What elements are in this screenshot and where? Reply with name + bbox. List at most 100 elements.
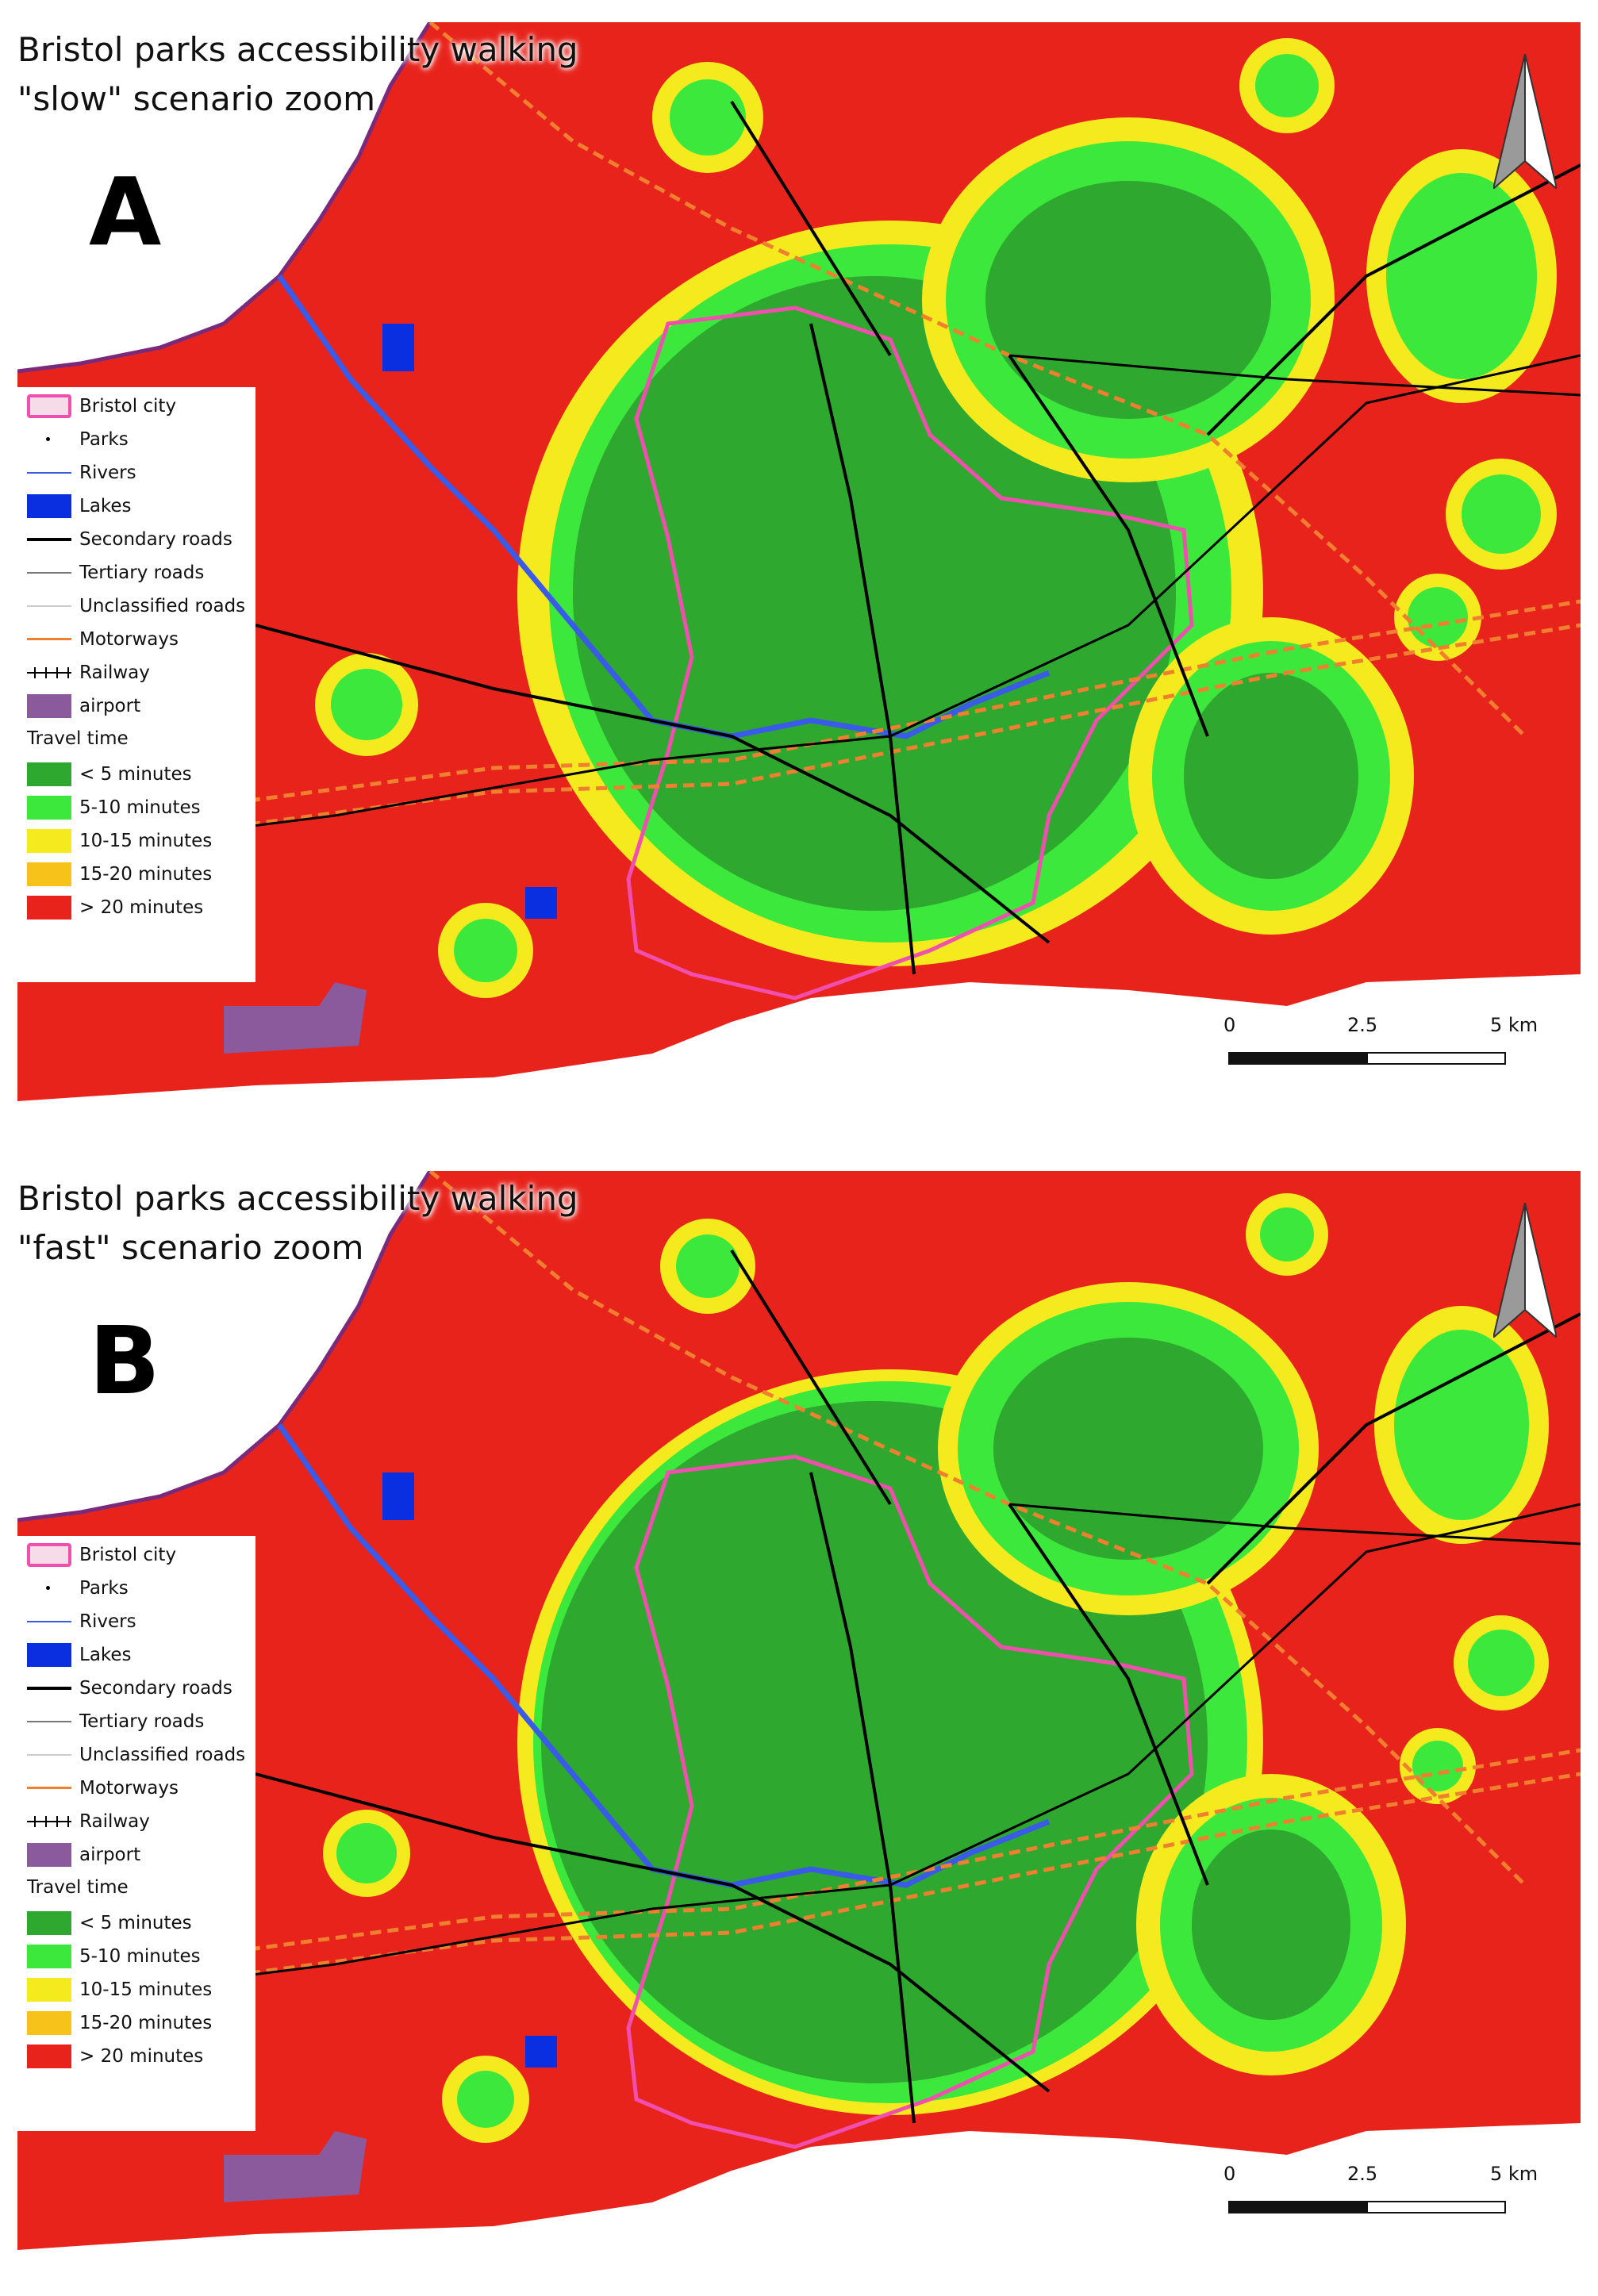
- title-line-2: "fast" scenario zoom: [17, 1228, 364, 1267]
- scale-segment-white: [1366, 1052, 1506, 1065]
- railway-icon: [27, 661, 71, 685]
- tertiary-road-icon: [27, 561, 71, 585]
- lake: [525, 2036, 557, 2068]
- scale-label-end: 5 km: [1490, 1014, 1538, 1036]
- travel-time-heading: Travel time: [27, 728, 129, 749]
- river-line-icon: [27, 461, 71, 485]
- secondary-road-icon: [27, 528, 71, 551]
- legend-label: > 20 minutes: [79, 2046, 204, 2067]
- park-dot-icon: [27, 428, 71, 451]
- legend-item-unclassified-roads: Unclassified roads: [27, 1741, 245, 1769]
- legend-item-lakes: Lakes: [27, 492, 132, 520]
- map-canvas: [17, 22, 1581, 1133]
- airport-fill-icon: [27, 694, 71, 718]
- north-arrow-icon: [1493, 1203, 1557, 1338]
- legend-item-tertiary-roads: Tertiary roads: [27, 559, 204, 587]
- legend-item-secondary-roads: Secondary roads: [27, 525, 232, 554]
- legend-label: Bristol city: [79, 396, 177, 417]
- scale-label-0: 0: [1223, 2163, 1236, 2185]
- north-arrow-icon: [1493, 54, 1557, 189]
- legend-class-10-15: 10-15 minutes: [27, 827, 212, 855]
- map-panel-a: Bristol parks accessibility walking "slo…: [17, 22, 1581, 1133]
- legend-item-parks: Parks: [27, 1574, 129, 1603]
- lake: [382, 324, 414, 371]
- legend-item-airport: airport: [27, 692, 140, 720]
- unclassified-road-icon: [27, 1743, 71, 1767]
- legend-item-lakes: Lakes: [27, 1641, 132, 1669]
- legend-item-airport: airport: [27, 1841, 140, 1869]
- legend-label: airport: [79, 696, 141, 716]
- legend-item-bristol-city: Bristol city: [27, 392, 176, 420]
- legend-label: Rivers: [79, 1611, 136, 1632]
- panel-letter: B: [89, 1306, 160, 1415]
- legend-label: 15-20 minutes: [79, 864, 213, 885]
- railways: [17, 354, 1581, 857]
- south-edge: [17, 2123, 1581, 2282]
- legend-label: Unclassified roads: [79, 596, 246, 616]
- swatch: [27, 2045, 71, 2068]
- swatch: [27, 862, 71, 886]
- legend-label: airport: [79, 1845, 141, 1865]
- scale-bar: 0 2.5 5 km: [1220, 2163, 1554, 2234]
- legend-class-lt5: < 5 minutes: [27, 1909, 192, 1937]
- legend-label: Motorways: [79, 1778, 179, 1799]
- travel-time-heading: Travel time: [27, 1877, 129, 1898]
- bristol-city-symbol: [27, 394, 71, 418]
- airport-area: [224, 982, 367, 1054]
- legend-label: Lakes: [79, 496, 132, 516]
- railway-symbol: [27, 1816, 71, 1827]
- legend-label: Railway: [79, 1811, 150, 1832]
- legend-label: 5-10 minutes: [79, 1946, 201, 1967]
- legend-item-unclassified-roads: Unclassified roads: [27, 592, 245, 620]
- map-canvas: [17, 1171, 1581, 2282]
- panel-letter: A: [89, 157, 162, 267]
- scale-segment-black: [1228, 2201, 1368, 2213]
- scale-bar: 0 2.5 5 km: [1220, 1014, 1554, 1085]
- map-title: Bristol parks accessibility walking "slo…: [17, 25, 578, 124]
- scale-label-0: 0: [1223, 1014, 1236, 1036]
- legend-label: 15-20 minutes: [79, 2013, 213, 2033]
- legend-label: Rivers: [79, 463, 136, 483]
- swatch: [27, 762, 71, 786]
- legend-item-motorways: Motorways: [27, 625, 179, 654]
- legend-item-parks: Parks: [27, 425, 129, 454]
- swatch: [27, 829, 71, 853]
- motorway-icon: [27, 1776, 71, 1800]
- legend-class-5-10: 5-10 minutes: [27, 793, 201, 822]
- legend-label: Railway: [79, 662, 150, 683]
- map-legend: Bristol city Parks Rivers Lakes Secondar…: [17, 387, 255, 982]
- bristol-city-boundary: [626, 1454, 1194, 2149]
- tertiary-road-icon: [27, 1710, 71, 1734]
- legend-class-gt20: > 20 minutes: [27, 2042, 203, 2071]
- legend-class-10-15: 10-15 minutes: [27, 1975, 212, 2004]
- legend-class-15-20: 15-20 minutes: [27, 2009, 212, 2037]
- railway-icon: [27, 1810, 71, 1833]
- legend-label: Unclassified roads: [79, 1745, 246, 1765]
- lake-fill-icon: [27, 494, 71, 518]
- swatch: [27, 1911, 71, 1935]
- legend-label: Secondary roads: [79, 1678, 232, 1699]
- legend-item-railway: Railway: [27, 1807, 150, 1836]
- unclassified-road-icon: [27, 594, 71, 618]
- legend-label: 5-10 minutes: [79, 797, 201, 818]
- airport-area: [224, 2131, 367, 2202]
- legend-label: Bristol city: [79, 1545, 177, 1565]
- legend-class-gt20: > 20 minutes: [27, 893, 203, 922]
- bristol-city-symbol: [27, 1543, 71, 1567]
- legend-label: Tertiary roads: [79, 1711, 205, 1732]
- legend-label: Parks: [79, 1578, 129, 1599]
- bristol-city-boundary: [626, 305, 1194, 1000]
- estuary-water: [17, 22, 430, 371]
- legend-item-rivers: Rivers: [27, 459, 136, 487]
- legend-item-tertiary-roads: Tertiary roads: [27, 1707, 204, 1736]
- railway-symbol: [27, 667, 71, 678]
- legend-item-bristol-city: Bristol city: [27, 1541, 176, 1569]
- legend-label: Parks: [79, 429, 129, 450]
- legend-label: Lakes: [79, 1645, 132, 1665]
- park-dot-icon: [27, 1576, 71, 1600]
- map-panel-b: Bristol parks accessibility walking "fas…: [17, 1171, 1581, 2282]
- title-line-2: "slow" scenario zoom: [17, 79, 376, 118]
- accessibility-zones: [315, 38, 1557, 998]
- motorway-icon: [27, 628, 71, 651]
- legend-class-5-10: 5-10 minutes: [27, 1942, 201, 1971]
